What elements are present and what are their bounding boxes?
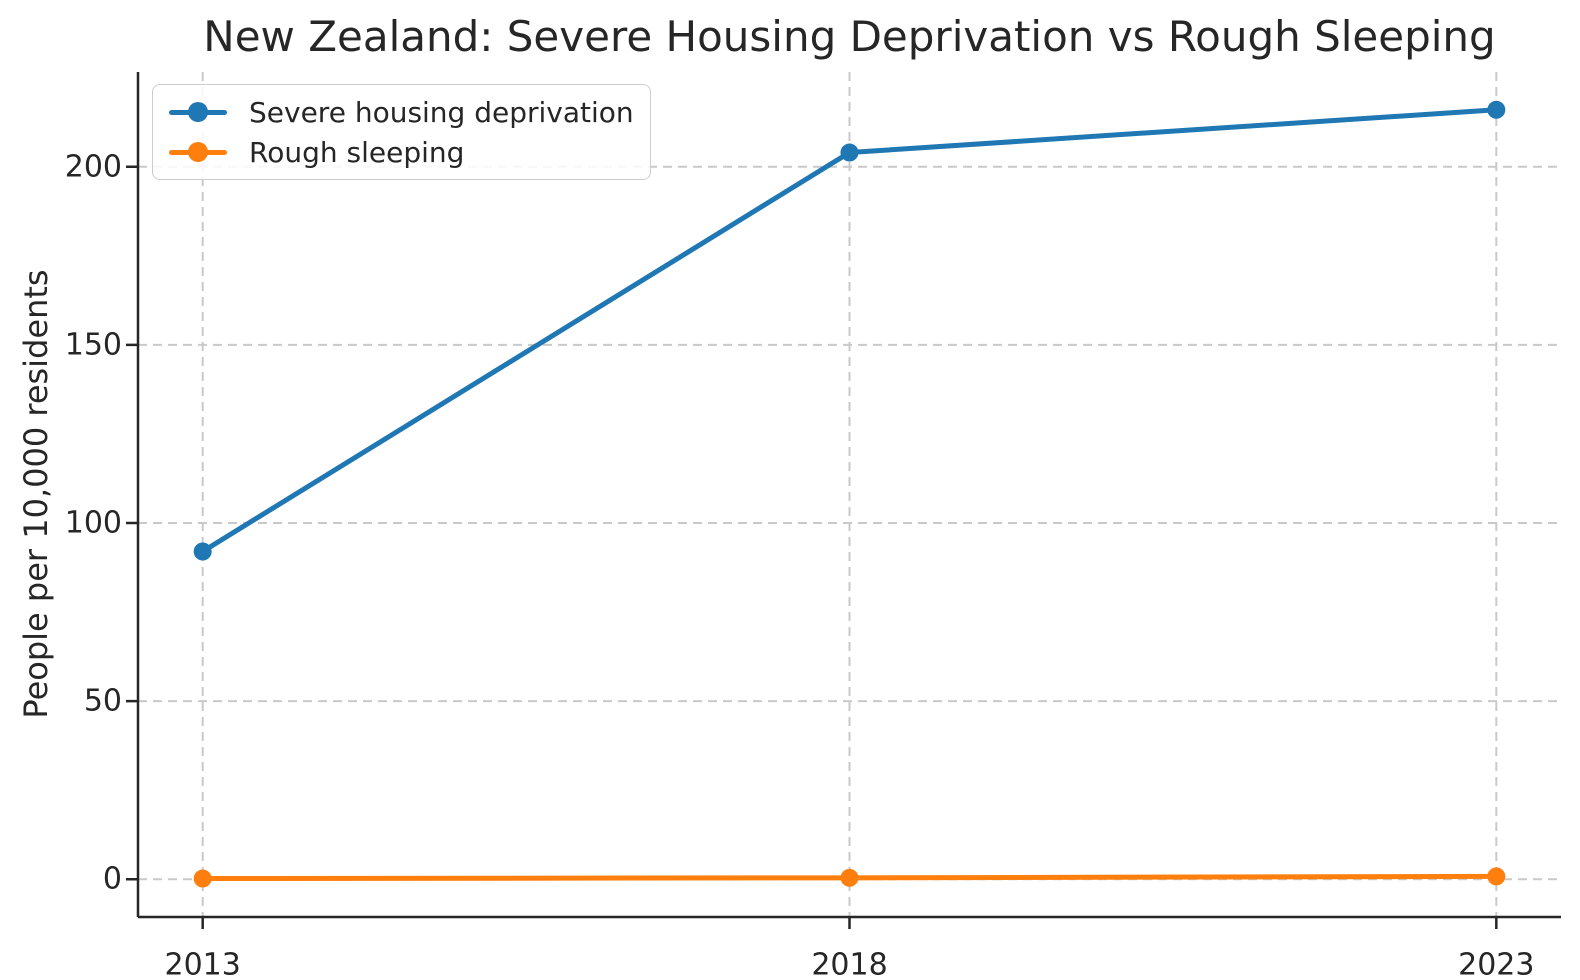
x-tick-label: 2023: [1458, 948, 1534, 980]
legend-line-marker-sample: [169, 142, 227, 162]
data-series: [193, 100, 1506, 888]
x-tick-label: 2013: [165, 948, 241, 980]
axes: [126, 72, 1561, 929]
legend-line-marker-sample: [169, 102, 227, 122]
data-point-rough-sleeping-2023: [1487, 867, 1506, 886]
legend-dot-icon: [188, 142, 208, 162]
legend-label: Rough sleeping: [249, 135, 465, 169]
data-point-severe-housing-deprivation-2023: [1487, 100, 1506, 119]
x-tick-label: 2018: [811, 948, 887, 980]
legend-item-rough-sleeping: Rough sleeping: [169, 132, 634, 172]
y-tick-label: 100: [65, 505, 122, 540]
legend: Severe housing deprivation Rough sleepin…: [152, 84, 651, 180]
y-tick-label: 50: [84, 684, 122, 719]
y-tick-label: 0: [103, 862, 122, 897]
tick-labels: 0 50 100 150 200 2013 2018 2023: [65, 149, 1535, 980]
y-tick-label: 200: [65, 149, 122, 184]
data-point-severe-housing-deprivation-2013: [193, 542, 212, 561]
legend-dot-icon: [188, 102, 208, 122]
data-point-rough-sleeping-2018: [840, 868, 859, 887]
y-tick-label: 150: [65, 327, 122, 362]
data-point-severe-housing-deprivation-2018: [840, 143, 859, 162]
data-point-rough-sleeping-2013: [193, 869, 212, 888]
chart-title: New Zealand: Severe Housing Deprivation …: [203, 12, 1496, 61]
legend-label: Severe housing deprivation: [249, 95, 634, 129]
legend-item-severe-housing-deprivation: Severe housing deprivation: [169, 92, 634, 132]
gridlines: [138, 72, 1561, 917]
